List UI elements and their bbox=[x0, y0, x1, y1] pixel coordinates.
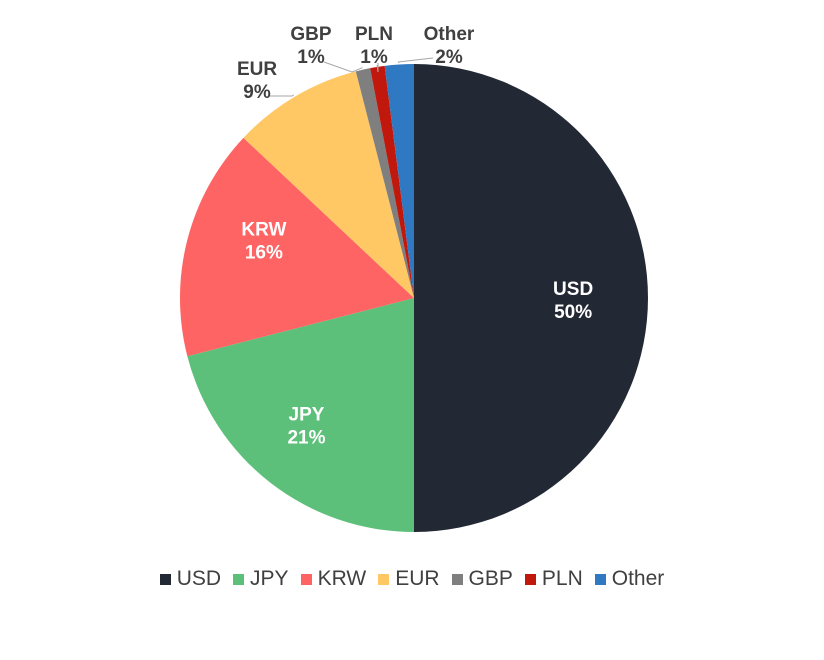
slice-percent-krw: 16% bbox=[245, 242, 283, 263]
legend-label-usd: USD bbox=[176, 567, 222, 590]
pie-plot: USD 50%JPY 21%KRW 16%EUR 9%GBP 1%PLN 1%Other 2% bbox=[180, 24, 648, 532]
slice-category-eur: EUR bbox=[237, 59, 277, 80]
pie-slice-gbp bbox=[355, 68, 414, 299]
legend-item-pln: PLN bbox=[524, 567, 583, 591]
legend-item-krw: KRW bbox=[300, 567, 367, 591]
legend-swatch-gbp bbox=[451, 573, 463, 585]
chart-legend: USD JPY KRW EUR GBP PLN Other bbox=[0, 566, 824, 592]
pie-slice-usd bbox=[414, 64, 648, 532]
slice-category-jpy: JPY bbox=[289, 405, 325, 426]
legend-label-pln: PLN bbox=[541, 567, 583, 590]
legend-swatch-krw bbox=[300, 573, 312, 585]
slice-category-usd: USD bbox=[553, 279, 593, 300]
pie-slice-krw bbox=[180, 137, 414, 357]
legend-item-usd: USD bbox=[159, 567, 222, 591]
slice-category-pln: PLN bbox=[355, 24, 393, 45]
legend-swatch-usd bbox=[159, 573, 171, 585]
slice-category-other: Other bbox=[424, 24, 475, 45]
leader-line-other bbox=[397, 57, 434, 63]
leader-line-gbp bbox=[323, 61, 363, 73]
pie-slice-pln bbox=[370, 65, 414, 299]
slice-percent-pln: 1% bbox=[360, 47, 388, 68]
pie-slice-eur bbox=[243, 71, 414, 299]
slice-label-gbp: GBP 1% bbox=[290, 24, 332, 68]
legend-item-eur: EUR bbox=[378, 567, 440, 591]
legend-swatch-pln bbox=[524, 573, 536, 585]
slice-label-usd: USD 50% bbox=[553, 279, 593, 323]
legend-label-krw: KRW bbox=[317, 567, 367, 590]
slice-percent-jpy: 21% bbox=[287, 428, 325, 449]
slice-percent-eur: 9% bbox=[243, 82, 271, 103]
legend-swatch-other bbox=[594, 573, 606, 585]
leader-line-eur bbox=[270, 94, 295, 97]
legend-label-eur: EUR bbox=[395, 567, 440, 590]
slice-label-pln: PLN 1% bbox=[355, 24, 393, 68]
slice-label-jpy: JPY 21% bbox=[287, 405, 325, 449]
legend-item-gbp: GBP bbox=[451, 567, 513, 591]
legend-swatch-jpy bbox=[233, 573, 245, 585]
slice-percent-gbp: 1% bbox=[297, 47, 325, 68]
pie-slice-other bbox=[384, 64, 414, 298]
slice-percent-other: 2% bbox=[435, 47, 463, 68]
legend-swatch-eur bbox=[378, 573, 390, 585]
pie-slice-jpy bbox=[187, 298, 414, 532]
slice-label-eur: EUR 9% bbox=[237, 59, 277, 103]
legend-item-other: Other bbox=[594, 567, 665, 591]
leader-line-pln bbox=[376, 63, 379, 73]
legend-item-jpy: JPY bbox=[233, 567, 289, 591]
slice-category-krw: KRW bbox=[241, 219, 286, 240]
legend-label-jpy: JPY bbox=[250, 567, 289, 590]
slice-percent-usd: 50% bbox=[554, 302, 592, 323]
legend-label-other: Other bbox=[611, 567, 665, 590]
legend-label-gbp: GBP bbox=[468, 567, 513, 590]
slice-category-gbp: GBP bbox=[290, 24, 332, 45]
slice-label-other: Other 2% bbox=[424, 24, 475, 68]
slice-label-krw: KRW 16% bbox=[241, 219, 286, 263]
